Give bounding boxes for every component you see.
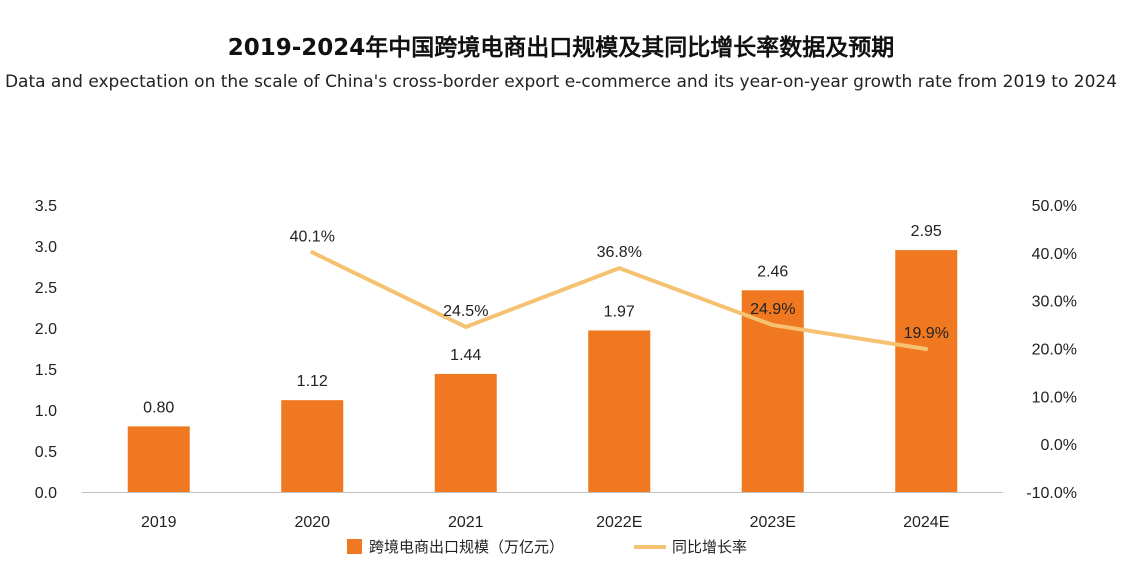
bar: [281, 400, 344, 492]
legend-bar-swatch: [347, 539, 362, 554]
bar-value-label: 1.12: [297, 373, 328, 390]
left-axis-tick-label: 2.0: [35, 321, 57, 338]
x-axis-tick-label: 2019: [141, 514, 177, 531]
right-axis-tick-label: 30.0%: [1032, 294, 1077, 311]
chart-subtitle: Data and expectation on the scale of Chi…: [4, 72, 1118, 92]
x-axis-tick-label: 2023E: [750, 514, 796, 531]
bar-value-label: 1.97: [604, 303, 635, 320]
legend: 跨境电商出口规模（万亿元） 同比增长率: [347, 538, 747, 556]
left-axis-tick-label: 0.0: [35, 485, 57, 502]
bar-series: [127, 250, 958, 492]
growth-rate-label: 24.9%: [750, 301, 795, 318]
right-y-axis: -10.0% 0.0% 10.0% 20.0% 30.0% 40.0% 50.0%: [1026, 198, 1077, 502]
growth-rate-label: 19.9%: [904, 325, 949, 342]
line-series: [310, 250, 929, 351]
right-axis-tick-label: 50.0%: [1032, 198, 1077, 215]
x-axis-tick-label: 2024E: [903, 514, 949, 531]
bar: [434, 373, 497, 492]
left-axis-tick-label: 2.5: [35, 280, 57, 297]
x-axis-labels: 2019 2020 2021 2022E 2023E 2024E: [141, 514, 949, 531]
left-axis-tick-label: 3.5: [35, 198, 57, 215]
bar-data-labels: 0.80 1.12 1.44 1.97 2.46 2.95: [143, 223, 942, 416]
bar: [588, 330, 651, 492]
right-axis-tick-label: 10.0%: [1032, 389, 1077, 406]
bar-value-label: 0.80: [143, 399, 174, 416]
left-axis-tick-label: 0.5: [35, 444, 57, 461]
right-axis-tick-label: 20.0%: [1032, 342, 1077, 359]
right-axis-tick-label: -10.0%: [1026, 485, 1077, 502]
line-data-labels: 40.1% 24.5% 36.8% 24.9% 19.9%: [290, 228, 949, 342]
right-axis-tick-label: 0.0%: [1041, 437, 1077, 454]
bar: [895, 250, 958, 492]
left-axis-tick-label: 1.0: [35, 403, 57, 420]
growth-rate-label: 36.8%: [597, 244, 642, 261]
x-axis-tick-label: 2022E: [596, 514, 642, 531]
right-axis-tick-label: 40.0%: [1032, 246, 1077, 263]
x-axis-tick-label: 2020: [294, 514, 330, 531]
left-axis-tick-label: 3.0: [35, 239, 57, 256]
x-axis-tick-label: 2021: [448, 514, 484, 531]
legend-bar-label: 跨境电商出口规模（万亿元）: [369, 538, 564, 556]
chart-title: 2019-2024年中国跨境电商出口规模及其同比增长率数据及预期: [227, 35, 895, 61]
left-axis-tick-label: 1.5: [35, 362, 57, 379]
bar-value-label: 2.95: [911, 223, 942, 240]
left-y-axis: 0.0 0.5 1.0 1.5 2.0 2.5 3.0 3.5: [35, 198, 57, 502]
growth-rate-label: 40.1%: [290, 228, 335, 245]
bar: [127, 426, 190, 492]
bar-value-label: 2.46: [757, 263, 788, 280]
legend-line-label: 同比增长率: [672, 538, 747, 556]
bar-value-label: 1.44: [450, 347, 481, 364]
bar: [741, 290, 804, 492]
growth-rate-label: 24.5%: [443, 303, 488, 320]
